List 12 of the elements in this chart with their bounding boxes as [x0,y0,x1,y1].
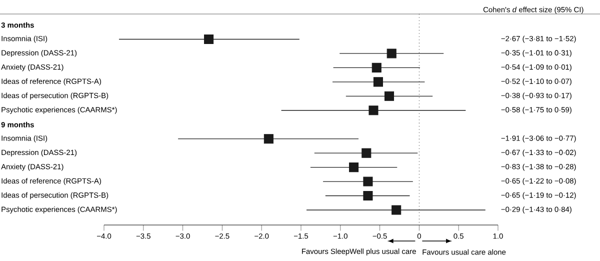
point [373,77,383,87]
point [349,162,359,172]
point [363,176,373,186]
point [372,62,382,72]
point [362,148,372,158]
point [204,34,214,44]
point [368,106,378,116]
point [363,190,373,201]
point [386,48,396,58]
point [384,91,394,101]
point [264,134,274,144]
point [392,205,402,215]
